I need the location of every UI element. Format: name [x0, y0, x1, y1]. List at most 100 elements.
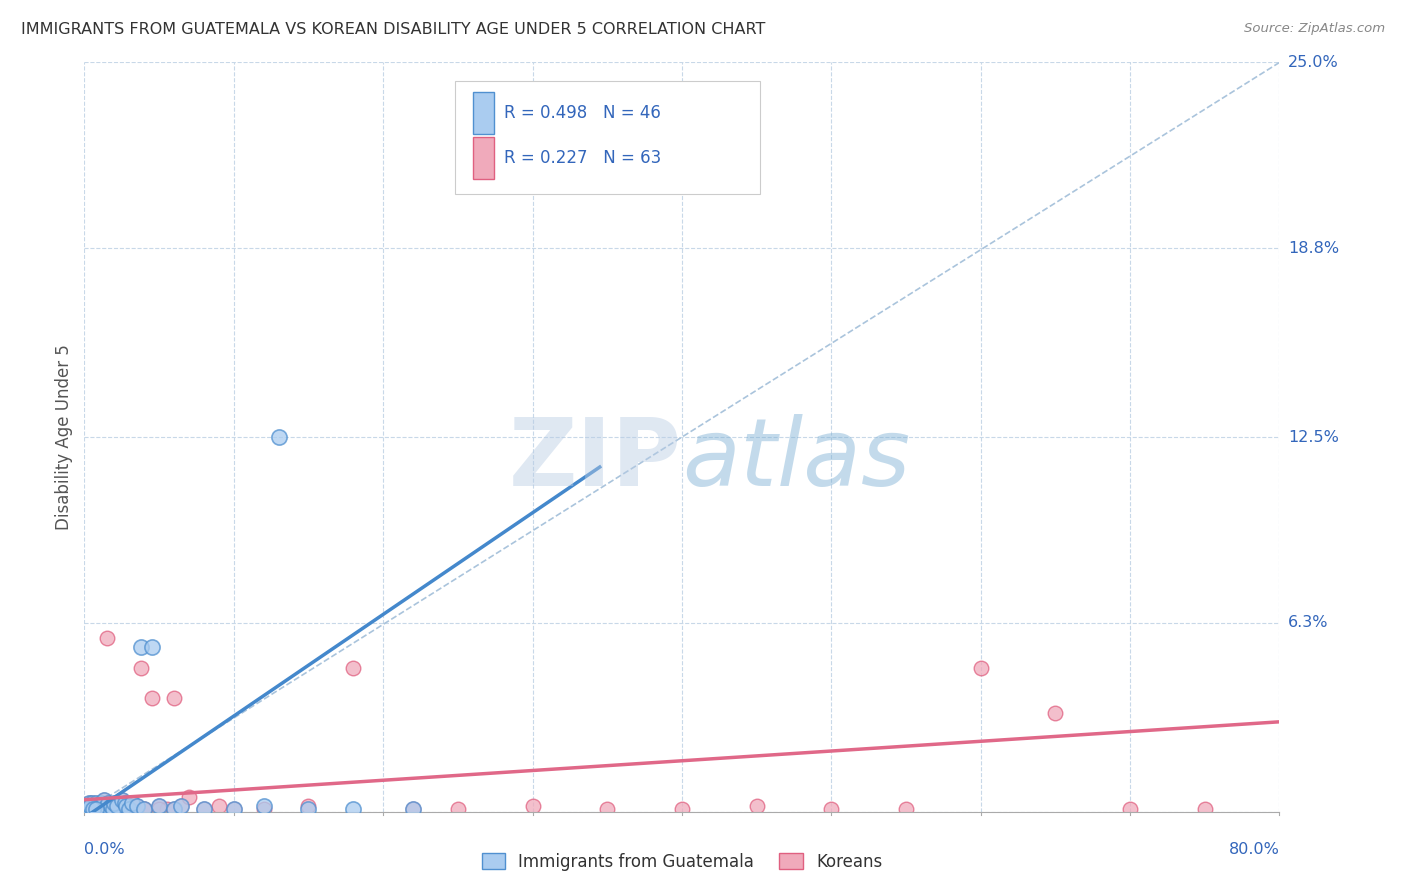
- Text: Source: ZipAtlas.com: Source: ZipAtlas.com: [1244, 22, 1385, 36]
- Point: [297, 802, 319, 816]
- Point: [87, 798, 110, 813]
- Point: [83, 802, 105, 816]
- Point: [745, 798, 768, 813]
- Point: [91, 798, 114, 813]
- Point: [522, 798, 544, 813]
- Point: [96, 798, 118, 813]
- Point: [267, 430, 290, 444]
- Point: [76, 802, 98, 816]
- Point: [77, 802, 100, 816]
- Point: [101, 802, 124, 816]
- Point: [80, 802, 103, 816]
- Point: [77, 796, 100, 810]
- Point: [342, 661, 364, 675]
- Point: [100, 798, 122, 813]
- Point: [82, 798, 104, 813]
- Point: [103, 796, 125, 810]
- Point: [253, 802, 276, 816]
- Point: [125, 798, 148, 813]
- Point: [77, 802, 100, 816]
- Text: 12.5%: 12.5%: [1288, 430, 1339, 444]
- Point: [1119, 802, 1142, 816]
- Point: [114, 796, 136, 810]
- FancyBboxPatch shape: [472, 137, 495, 178]
- Point: [447, 802, 470, 816]
- Point: [103, 796, 125, 810]
- Text: R = 0.227   N = 63: R = 0.227 N = 63: [503, 149, 661, 168]
- Point: [94, 802, 117, 816]
- Point: [148, 802, 170, 816]
- Point: [297, 798, 319, 813]
- Point: [82, 798, 104, 813]
- Point: [141, 640, 163, 654]
- Point: [96, 631, 118, 645]
- Point: [148, 798, 170, 813]
- Point: [80, 796, 103, 810]
- Point: [103, 802, 125, 816]
- Point: [193, 802, 215, 816]
- Point: [89, 802, 111, 816]
- Point: [76, 798, 98, 813]
- Point: [170, 798, 193, 813]
- Point: [80, 802, 103, 816]
- Text: 0.0%: 0.0%: [84, 842, 125, 857]
- Point: [86, 796, 108, 810]
- FancyBboxPatch shape: [456, 81, 759, 194]
- Point: [87, 798, 110, 813]
- Point: [82, 802, 104, 816]
- Point: [77, 802, 100, 816]
- Point: [93, 793, 115, 807]
- Point: [155, 802, 177, 816]
- Point: [114, 796, 136, 810]
- Point: [79, 798, 101, 813]
- Point: [79, 798, 101, 813]
- Point: [402, 802, 425, 816]
- Point: [86, 802, 108, 816]
- Point: [111, 793, 134, 807]
- Point: [132, 802, 156, 816]
- Point: [118, 802, 141, 816]
- Text: atlas: atlas: [682, 414, 910, 505]
- Legend: Immigrants from Guatemala, Koreans: Immigrants from Guatemala, Koreans: [482, 853, 882, 871]
- Point: [253, 798, 276, 813]
- Point: [148, 798, 170, 813]
- Point: [111, 793, 134, 807]
- Point: [94, 802, 117, 816]
- Text: 6.3%: 6.3%: [1288, 615, 1329, 631]
- Point: [90, 796, 112, 810]
- Point: [129, 640, 152, 654]
- Point: [118, 802, 141, 816]
- Y-axis label: Disability Age Under 5: Disability Age Under 5: [55, 344, 73, 530]
- Point: [97, 796, 120, 810]
- Point: [129, 661, 152, 675]
- Point: [118, 802, 141, 816]
- Point: [342, 802, 364, 816]
- Point: [96, 798, 118, 813]
- Point: [105, 798, 128, 813]
- Point: [89, 802, 111, 816]
- Point: [86, 796, 108, 810]
- Point: [208, 798, 231, 813]
- Point: [91, 798, 114, 813]
- Point: [170, 798, 193, 813]
- Point: [115, 798, 138, 813]
- Point: [105, 798, 128, 813]
- Point: [80, 796, 103, 810]
- Point: [163, 802, 186, 816]
- Point: [101, 802, 124, 816]
- Point: [222, 802, 245, 816]
- Point: [83, 802, 105, 816]
- Point: [163, 690, 186, 705]
- Point: [193, 802, 215, 816]
- Point: [75, 802, 97, 816]
- Point: [506, 175, 529, 189]
- Text: ZIP: ZIP: [509, 414, 682, 506]
- Point: [1045, 706, 1067, 720]
- Point: [894, 802, 917, 816]
- FancyBboxPatch shape: [472, 93, 495, 134]
- Point: [100, 798, 122, 813]
- Point: [222, 802, 245, 816]
- Point: [671, 802, 693, 816]
- Point: [132, 802, 156, 816]
- Point: [163, 802, 186, 816]
